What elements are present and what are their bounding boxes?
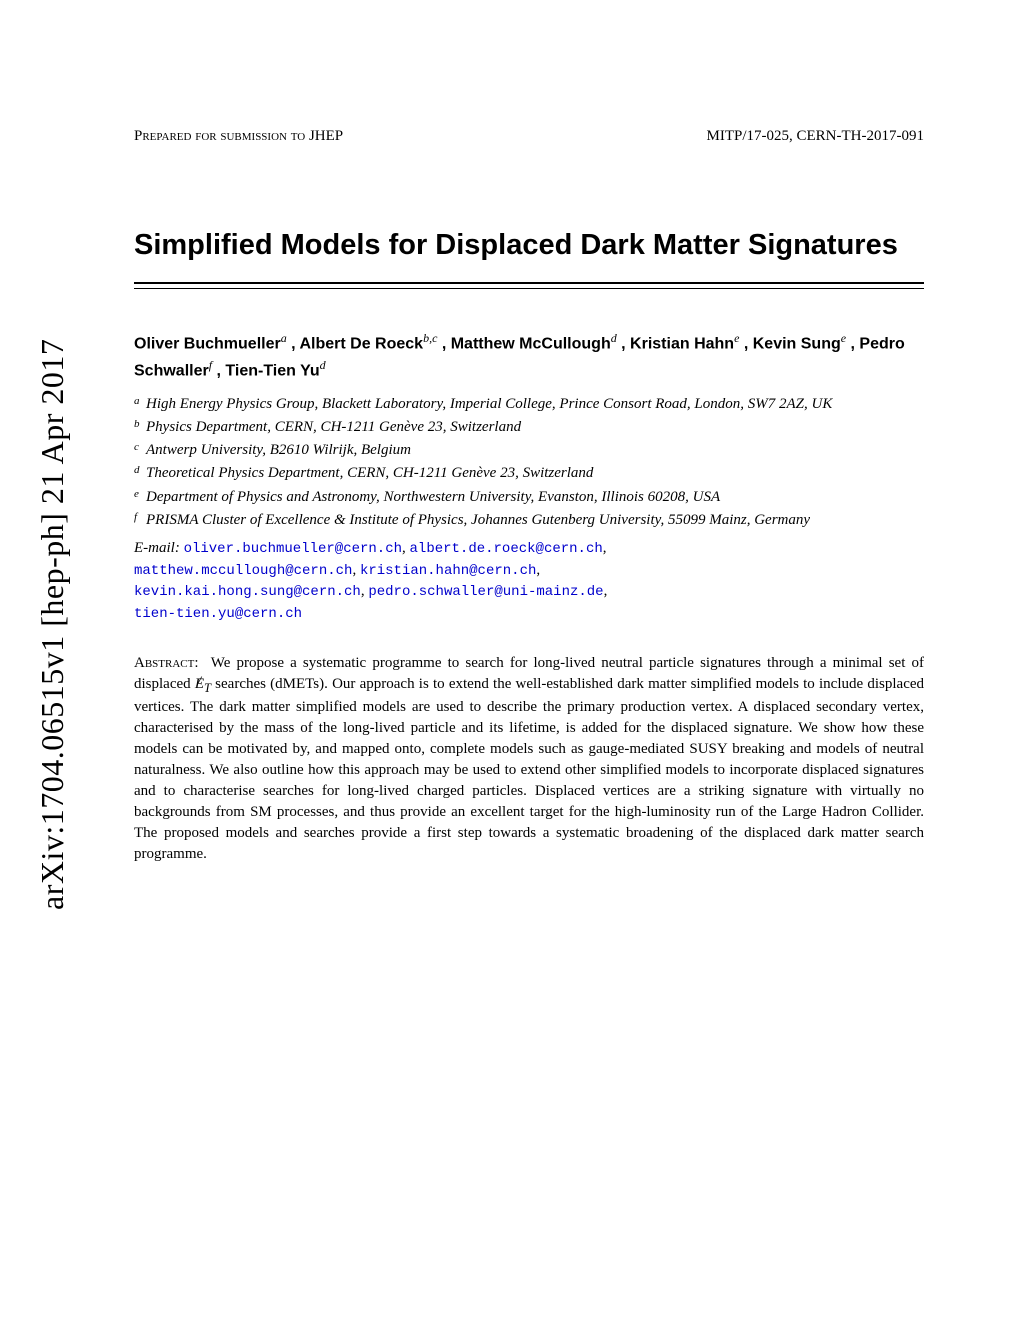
missing-et-symbol: ET [195,674,211,698]
author-affil-ref: d [320,358,326,372]
author-sep: , Kristian Hahn [617,335,734,352]
affil-text: PRISMA Cluster of Excellence & Institute… [146,510,810,530]
email-link[interactable]: oliver.buchmueller@cern.ch [184,541,402,557]
affil-text: Physics Department, CERN, CH-1211 Genève… [146,417,521,437]
affil-text: Theoretical Physics Department, CERN, CH… [146,463,593,483]
affiliation: f PRISMA Cluster of Excellence & Institu… [134,510,924,530]
email-link[interactable]: tien-tien.yu@cern.ch [134,606,302,622]
abstract-label: Abstract: [134,655,199,671]
affil-text: Antwerp University, B2610 Wilrijk, Belgi… [146,440,411,460]
authors-list: Oliver Buchmuellera , Albert De Roeckb,c… [134,329,924,384]
affil-label: e [134,487,144,507]
author-sep: , Kevin Sung [739,335,840,352]
author-name: Oliver Buchmueller [134,335,281,352]
affil-label: f [134,510,144,530]
affiliation: e Department of Physics and Astronomy, N… [134,487,924,507]
affiliations-list: a High Energy Physics Group, Blackett La… [134,394,924,531]
email-link[interactable]: kristian.hahn@cern.ch [360,563,536,579]
paper-title: Simplified Models for Displaced Dark Mat… [134,229,924,262]
arxiv-identifier: arXiv:1704.06515v1 [hep-ph] 21 Apr 2017 [34,339,71,910]
affiliation: c Antwerp University, B2610 Wilrijk, Bel… [134,440,924,460]
header-row: Prepared for submission to JHEP MITP/17-… [134,128,924,145]
report-numbers: MITP/17-025, CERN-TH-2017-091 [707,128,925,145]
journal-submission: Prepared for submission to JHEP [134,128,343,145]
email-link[interactable]: kevin.kai.hong.sung@cern.ch [134,584,361,600]
title-rule-thick [134,282,924,284]
affiliation: d Theoretical Physics Department, CERN, … [134,463,924,483]
email-link[interactable]: albert.de.roeck@cern.ch [410,541,603,557]
affil-label: d [134,463,144,483]
et-e: E [195,676,204,692]
affil-label: c [134,440,144,460]
author-sep: , Matthew McCullough [437,335,610,352]
author-affil-ref: b,c [423,331,437,345]
affil-text: Department of Physics and Astronomy, Nor… [146,487,720,507]
affiliation: a High Energy Physics Group, Blackett La… [134,394,924,414]
email-block: E-mail: oliver.buchmueller@cern.ch, albe… [134,538,924,624]
affiliation: b Physics Department, CERN, CH-1211 Genè… [134,417,924,437]
affil-label: a [134,394,144,414]
title-rule-thin [134,288,924,289]
affil-text: High Energy Physics Group, Blackett Labo… [146,394,832,414]
author-sep: , Albert De Roeck [287,335,423,352]
abstract-text: searches (dMETs). Our approach is to ext… [134,676,924,863]
affil-label: b [134,417,144,437]
author-sep: , Tien-Tien Yu [212,363,320,380]
email-link[interactable]: matthew.mccullough@cern.ch [134,563,352,579]
et-t: T [204,681,211,695]
abstract: Abstract: We propose a systematic progra… [134,653,924,866]
email-label: E-mail: [134,540,180,556]
paper-content: Prepared for submission to JHEP MITP/17-… [134,128,924,865]
email-link[interactable]: pedro.schwaller@uni-mainz.de [368,584,603,600]
